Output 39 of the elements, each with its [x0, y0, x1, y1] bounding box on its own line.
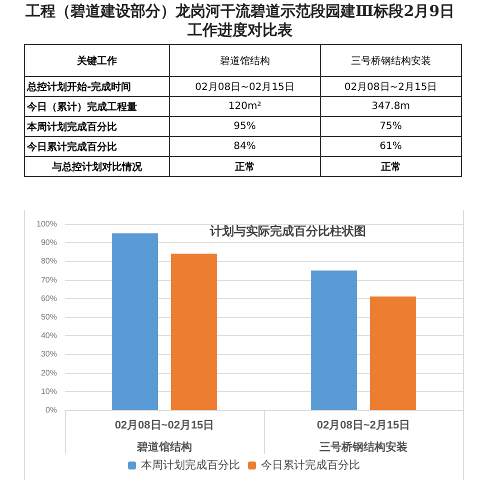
text: 75%: [320, 116, 462, 136]
y-tick-label: 90%: [40, 238, 57, 248]
legend-label: 今日累计完成百分比: [261, 458, 360, 472]
text: 今日累计完成百分比: [24, 136, 170, 156]
text: 02月08日~02月15日: [170, 76, 320, 96]
text: 正常: [170, 156, 320, 176]
text: 02月08日~2月15日: [316, 420, 410, 432]
y-tick-label: 80%: [40, 256, 57, 266]
legend-label: 本周计划完成百分比: [141, 458, 240, 472]
text: 与总控计划对比情况: [24, 156, 170, 176]
y-tick-label: 100%: [36, 220, 57, 228]
y-tick-label: 10%: [40, 386, 57, 396]
text: 95%: [170, 116, 320, 136]
chart-title: 计划与实际完成百分比柱状图: [209, 224, 366, 238]
text: 120m²: [170, 96, 320, 116]
bar: [170, 254, 217, 410]
text: 02月08日~2月15日: [320, 76, 462, 96]
text: 关键工作: [24, 44, 170, 76]
text: 碧道馆结构: [170, 44, 320, 76]
y-tick-label: 40%: [40, 331, 57, 340]
y-tick-label: 70%: [40, 275, 57, 284]
y-tick-label: 30%: [40, 350, 57, 359]
text: 61%: [320, 136, 462, 156]
text: 三号桥钢结构安装: [320, 44, 462, 76]
bar: [112, 233, 158, 410]
text: 本周计划完成百分比: [24, 116, 170, 136]
text: 84%: [170, 136, 320, 156]
text: 工程（碧道建设部分）龙岗河干流碧道示范段园建Ⅲ标段2月9日工作进度对比表: [24, 2, 456, 40]
y-tick-label: 50%: [40, 312, 57, 322]
y-tick-label: 0%: [45, 406, 57, 414]
text: 总控计划开始-完成时间: [24, 76, 170, 96]
text: 347.8m: [320, 96, 462, 116]
text: 02月08日~02月15日: [114, 420, 214, 432]
bar: [311, 270, 358, 410]
bar: [370, 296, 416, 410]
y-tick-label: 20%: [40, 368, 57, 378]
y-tick-label: 60%: [40, 294, 57, 303]
text: 正常: [320, 156, 462, 176]
text: 今日（累计）完成工程量: [24, 96, 170, 116]
